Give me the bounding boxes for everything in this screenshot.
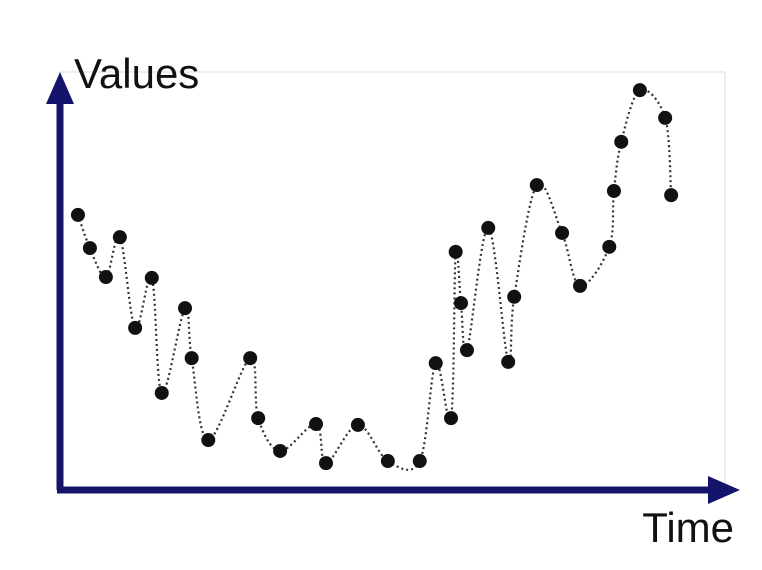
data-point xyxy=(602,239,617,254)
data-point xyxy=(444,411,459,426)
data-point xyxy=(144,270,159,285)
data-point xyxy=(350,417,365,432)
data-point xyxy=(128,320,143,335)
data-point xyxy=(273,443,288,458)
y-axis-label: Values xyxy=(74,50,199,97)
data-point xyxy=(529,178,544,193)
data-point xyxy=(453,296,468,311)
data-point xyxy=(573,278,588,293)
data-point xyxy=(112,230,127,245)
data-point xyxy=(184,351,199,366)
data-point xyxy=(658,110,673,125)
data-point xyxy=(178,301,193,316)
data-point xyxy=(70,207,85,222)
data-point xyxy=(507,289,522,304)
data-point xyxy=(606,183,621,198)
data-point xyxy=(481,220,496,235)
data-point xyxy=(664,188,679,203)
plot-frame xyxy=(59,71,726,491)
data-point xyxy=(243,351,258,366)
x-axis-label: Time xyxy=(642,504,734,551)
data-point xyxy=(82,241,97,256)
data-point xyxy=(380,454,395,469)
data-point xyxy=(614,134,629,149)
data-point xyxy=(448,244,463,259)
data-point xyxy=(154,385,169,400)
data-point xyxy=(459,343,474,358)
data-point xyxy=(309,417,324,432)
x-axis-arrow xyxy=(708,476,740,504)
data-point xyxy=(412,454,427,469)
data-point xyxy=(428,356,443,371)
data-point xyxy=(251,411,266,426)
data-point xyxy=(319,456,333,471)
data-point xyxy=(201,433,216,448)
data-point xyxy=(98,270,113,285)
y-axis-arrow xyxy=(46,72,74,104)
data-point xyxy=(632,83,647,98)
data-point xyxy=(501,354,516,369)
data-point xyxy=(555,225,570,240)
